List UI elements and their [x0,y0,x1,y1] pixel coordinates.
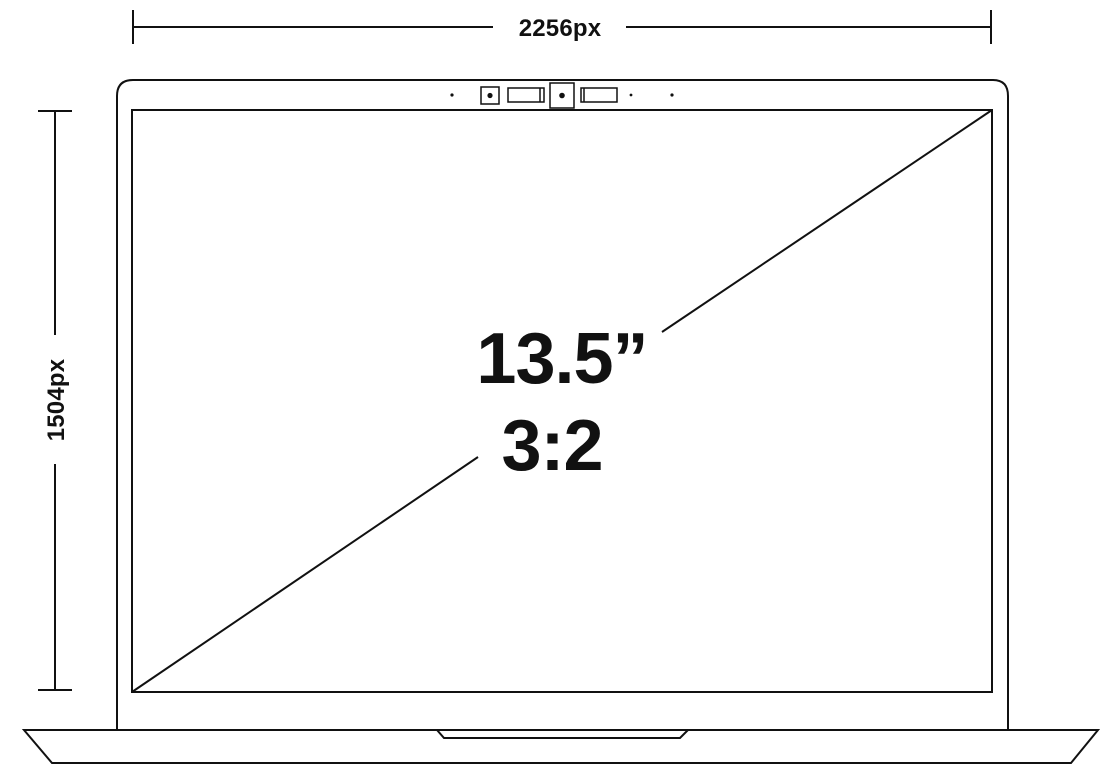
camera-bar [450,82,674,109]
laptop-lid [116,79,1009,730]
camera-left [480,86,500,105]
camera-left-lens-icon [487,92,493,99]
width-label: 2256px [519,15,602,42]
screen-diagonal [131,109,993,693]
aspect-ratio-label: 3:2 [501,406,602,486]
screen-area [131,109,993,693]
sensor-window-left [507,87,545,103]
screen-size-label: 13.5” [476,319,647,399]
sensor-dot-right [670,93,674,97]
height-label: 1504px [43,358,70,441]
sensor-window-right [580,87,618,103]
camera-center-lens-icon [559,92,565,99]
lid-opening-notch [436,729,689,739]
sensor-dot-mid [629,93,633,97]
height-dimension: 1504px [38,110,72,691]
laptop-base [21,729,1101,764]
sensor-dot-left [450,93,454,97]
width-dimension: 2256px [132,10,992,44]
camera-center [549,82,575,109]
